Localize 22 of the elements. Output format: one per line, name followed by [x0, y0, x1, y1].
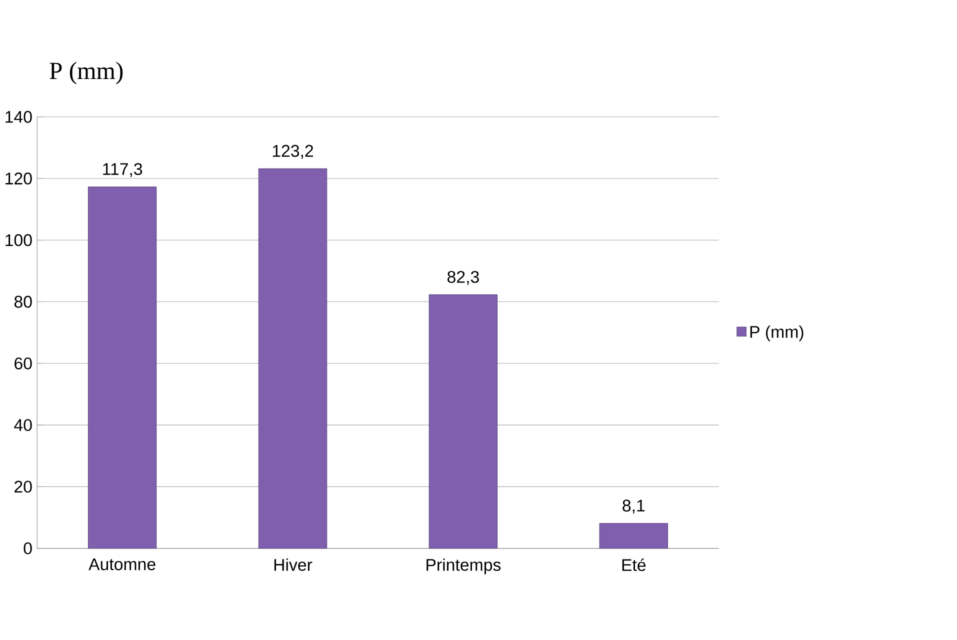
x-tick-label: Eté: [622, 558, 646, 572]
y-tick-label: 40: [14, 419, 32, 432]
y-tick-label: 0: [24, 542, 32, 554]
bar: [88, 186, 157, 549]
x-tick-label: Printemps: [426, 558, 501, 574]
data-label: 117,3: [103, 163, 142, 178]
legend-label: P (mm): [750, 326, 804, 342]
y-tick-label: 140: [6, 110, 32, 123]
data-label: 82,3: [448, 271, 479, 285]
chart-title: P (mm): [50, 62, 123, 84]
x-tick-label: Automne: [88, 558, 156, 570]
y-tick-label: 120: [6, 172, 32, 185]
bar: [599, 523, 668, 549]
x-tick-label: Hiver: [274, 558, 312, 571]
y-tick-label: 100: [6, 234, 32, 246]
bar: [428, 294, 498, 549]
y-tick-label: 20: [14, 480, 32, 493]
bar: [258, 168, 328, 549]
y-tick-label: 60: [14, 357, 32, 370]
data-label: 123,2: [272, 144, 314, 159]
y-tick-label: 80: [14, 296, 32, 308]
data-label: 8,1: [622, 500, 645, 514]
